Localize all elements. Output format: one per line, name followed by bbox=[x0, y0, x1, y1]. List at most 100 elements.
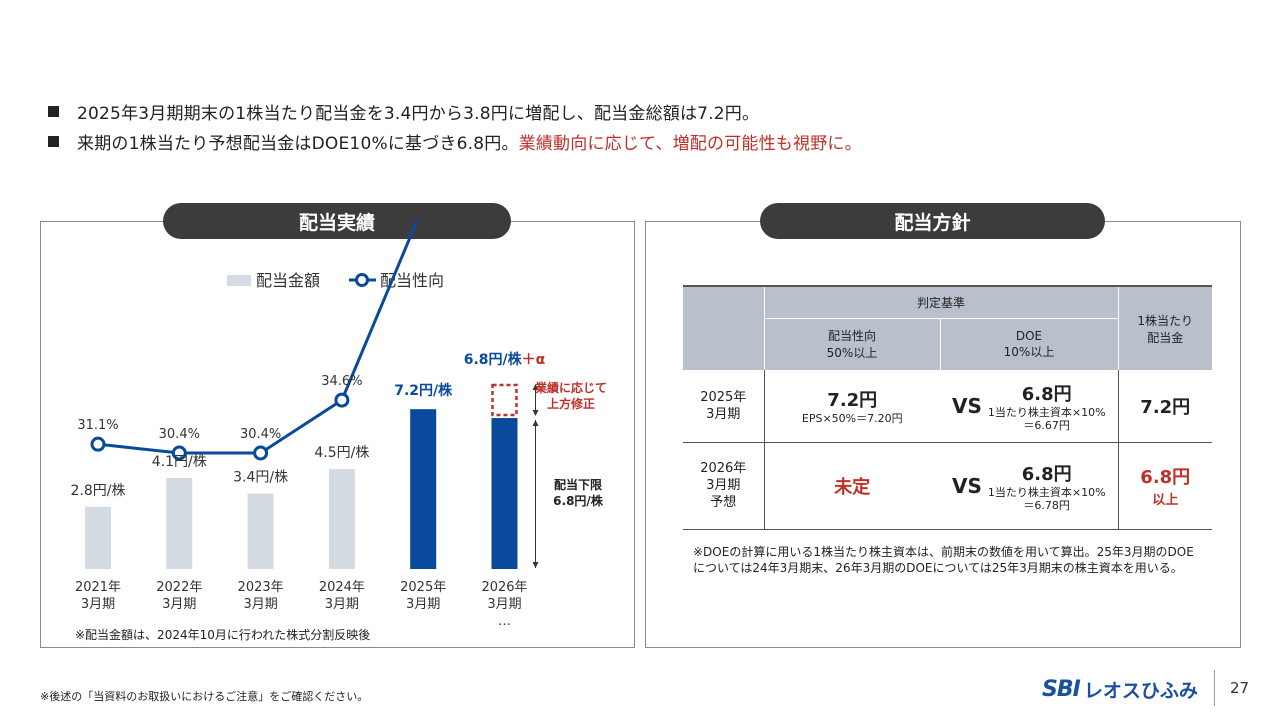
chart-footnote: ※配当金額は、2024年10月に行われた株式分割反映後 bbox=[75, 627, 370, 642]
header-dps-line2: 配当金 bbox=[1147, 330, 1184, 345]
upside-annotation: 上方修正 bbox=[547, 396, 595, 411]
legend-bar-swatch bbox=[227, 275, 251, 286]
dividend-chart: 配当金額 配当性向 2.8円/株 2021年 3月期 4.1円/株 2022年 3月期 3.… bbox=[71, 221, 607, 642]
header-payout-line1: 配当性向 bbox=[827, 329, 876, 344]
x-tick-label: 2022年 bbox=[156, 580, 202, 595]
legend-bar-label: 配当金額 bbox=[256, 271, 320, 290]
payout-point-0 bbox=[90, 436, 106, 452]
header-doe-line1: DOE bbox=[1015, 328, 1043, 343]
x-tick-label: 2026年 bbox=[481, 580, 527, 595]
row-doe-value: 6.8円 bbox=[1021, 383, 1072, 405]
header-payout-line2: 50%以上 bbox=[826, 346, 878, 361]
bar-3 bbox=[328, 469, 355, 569]
payout-point-3 bbox=[334, 392, 350, 408]
payout-point-1 bbox=[171, 445, 187, 461]
logo-name: レオスひふみ bbox=[1083, 679, 1198, 702]
logo-sbi: SBI bbox=[1042, 676, 1081, 702]
header-dps-line1: 1株当たり bbox=[1137, 313, 1194, 328]
x-tick-label: 3月期 bbox=[81, 597, 115, 612]
row-payout: 7.2円 EPS×50%＝7.20円 bbox=[763, 370, 940, 443]
x-tick-label: … bbox=[498, 614, 511, 629]
floor-arrow-head-up bbox=[532, 420, 539, 427]
bar-label-2: 3.4円/株 bbox=[233, 470, 288, 486]
row-payout-formula: EPS×50%＝7.20円 bbox=[801, 412, 903, 426]
bar-label-3: 4.5円/株 bbox=[314, 445, 369, 461]
x-tick-label: 2023年 bbox=[238, 580, 284, 595]
dividend-policy-title: 配当方針 bbox=[760, 203, 1105, 239]
header-criteria: 判定基準 bbox=[763, 285, 1118, 318]
payout-label-2: 30.4% bbox=[240, 427, 281, 442]
row-dps-qualifier: 以上 bbox=[1152, 493, 1179, 508]
bar-label-0: 2.8円/株 bbox=[71, 483, 126, 499]
doe-note: ※DOEの計算に用いる1株当たり株主資本は、前期末の数値を用いて算出。25年3月… bbox=[693, 545, 1194, 575]
footer-note: ※後述の「当資料のお取扱いにおけるご注意」をご確認ください。 bbox=[40, 690, 369, 703]
company-logo: SBI レオスひふみ bbox=[1042, 676, 1198, 702]
row-doe-result: ＝6.67円 bbox=[1023, 418, 1070, 432]
row-doe: VS 6.8円 1当たり株主資本×10% ＝6.67円 bbox=[940, 370, 1118, 443]
row-year-line2: 3月期 bbox=[706, 406, 741, 422]
row-doe-formula: 1当たり株主資本×10% bbox=[987, 405, 1106, 419]
floor-annotation: 6.8円/株 bbox=[553, 493, 604, 508]
bullet-2-highlight: 業績動向に応じて、増配の可能性も視野に。 bbox=[518, 133, 862, 154]
row-doe-result: ＝6.78円 bbox=[1023, 498, 1070, 512]
x-tick-label: 3月期 bbox=[162, 597, 196, 612]
x-tick-label: 2021年 bbox=[75, 580, 121, 595]
policy-table: 判定基準 1株当たり 配当金 配当性向 50%以上 DOE 10%以上 2025… bbox=[683, 285, 1212, 530]
row-year-line1: 2026年 bbox=[700, 461, 747, 476]
bar-5 bbox=[491, 418, 518, 569]
bullet-square-icon bbox=[48, 105, 59, 117]
row-dps-value: 6.8円 bbox=[1140, 467, 1191, 488]
bullet-square-icon bbox=[48, 135, 59, 147]
x-tick-label: 3月期 bbox=[406, 597, 440, 612]
row-year: 2025年 3月期 bbox=[683, 370, 764, 443]
row-doe-formula: 1当たり株主資本×10% bbox=[987, 485, 1106, 499]
x-tick-label: 3月期 bbox=[243, 597, 277, 612]
row-year: 2026年 3月期 予想 bbox=[683, 442, 764, 530]
row-doe-value: 6.8円 bbox=[1021, 463, 1072, 485]
bullet-2: 来期の1株当たり予想配当金はDOE10%に基づき6.8円。 業績動向に応じて、増配… bbox=[48, 126, 862, 156]
row-dps: 7.2円 bbox=[1117, 370, 1212, 443]
row-dps-value: 7.2円 bbox=[1140, 396, 1191, 418]
bullet-2-text: 来期の1株当たり予想配当金はDOE10%に基づき6.8円。 bbox=[77, 133, 519, 154]
bar-label-suffix: ＋α bbox=[522, 352, 546, 368]
header-doe: DOE 10%以上 bbox=[939, 317, 1118, 370]
vs-label: VS bbox=[951, 393, 982, 418]
row-dps: 6.8円 以上 bbox=[1117, 442, 1212, 530]
header-blank bbox=[683, 285, 764, 370]
header-payout: 配当性向 50%以上 bbox=[763, 317, 940, 370]
x-tick-label: 2024年 bbox=[319, 580, 365, 595]
table-row: 2026年 3月期 予想 未定 VS 6.8円 1当たり株主資本×10% ＝6.… bbox=[683, 442, 1212, 530]
header-dps: 1株当たり 配当金 bbox=[1117, 285, 1212, 370]
bar-label-4: 7.2円/株 bbox=[394, 382, 453, 399]
upside-box bbox=[491, 383, 518, 417]
bar-2 bbox=[247, 493, 274, 569]
legend-line-label: 配当性向 bbox=[380, 271, 444, 290]
row-year-line1: 2025年 bbox=[700, 389, 747, 405]
upside-arrow-head-up bbox=[532, 384, 539, 391]
floor-annotation: 配当下限 bbox=[554, 477, 602, 492]
bar-1 bbox=[166, 477, 193, 569]
payout-label-0: 31.1% bbox=[77, 418, 118, 433]
footer-divider bbox=[1214, 670, 1215, 706]
table-row: 2025年 3月期 7.2円 EPS×50%＝7.20円 VS 6.8円 1当た… bbox=[683, 370, 1212, 443]
chart-legend: 配当金額 配当性向 bbox=[227, 271, 444, 290]
header-doe-line2: 10%以上 bbox=[1003, 344, 1055, 359]
page-number: 27 bbox=[1230, 679, 1250, 697]
row-payout: 未定 bbox=[763, 442, 940, 530]
floor-arrow-head-down bbox=[532, 562, 539, 568]
upside-annotation: 業績に応じて bbox=[534, 380, 607, 395]
payout-label-1: 30.4% bbox=[159, 427, 200, 442]
row-year-line2: 3月期 bbox=[706, 478, 741, 493]
bar-label-1: 4.1円/株 bbox=[152, 454, 207, 470]
row-payout-value: 未定 bbox=[834, 476, 871, 498]
legend-line-marker bbox=[355, 273, 369, 287]
payout-line bbox=[97, 221, 419, 455]
bar-4 bbox=[410, 409, 437, 569]
payout-point-2 bbox=[253, 445, 269, 461]
row-payout-value: 7.2円 bbox=[827, 390, 878, 412]
vs-label: VS bbox=[951, 473, 982, 498]
summary-bullets: 2025年3月期期末の1株当たり配当金を3.4円から3.8円に増配し、配当金総額… bbox=[48, 96, 862, 156]
dividend-results-title: 配当実績 bbox=[163, 203, 511, 239]
bullet-1-text: 2025年3月期期末の1株当たり配当金を3.4円から3.8円に増配し、配当金総額… bbox=[77, 103, 760, 124]
row-doe: VS 6.8円 1当たり株主資本×10% ＝6.78円 bbox=[940, 442, 1118, 530]
